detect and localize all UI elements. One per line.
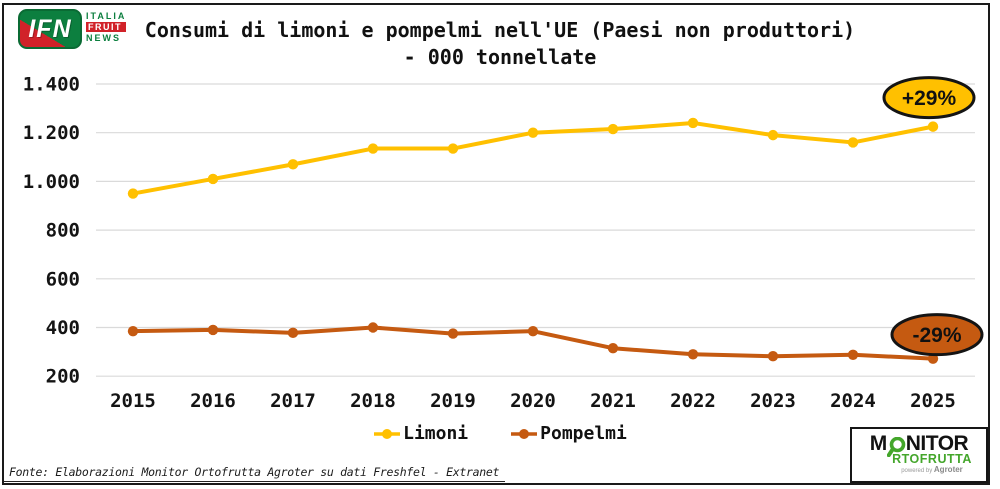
chart-title-line2: - 000 tonnellate — [403, 45, 597, 69]
monitor-logo-line1: M NITOR — [869, 432, 969, 458]
data-point-pompelmi — [687, 349, 699, 360]
y-tick-label: 600 — [46, 268, 80, 290]
data-point-limoni — [367, 143, 379, 154]
ifn-logo-text: IFN — [28, 14, 72, 43]
data-point-limoni — [927, 121, 939, 132]
x-tick-label: 2022 — [670, 390, 716, 412]
x-tick-label: 2015 — [110, 390, 156, 412]
ifn-word-fruit: FRUIT — [86, 22, 127, 32]
data-point-limoni — [447, 143, 459, 154]
x-tick-label: 2017 — [270, 390, 316, 412]
legend-label-limoni: Limoni — [403, 423, 469, 444]
y-tick-label: 200 — [46, 366, 80, 388]
data-point-limoni — [527, 127, 539, 138]
y-tick-label: 800 — [46, 220, 80, 242]
data-point-limoni — [287, 159, 299, 170]
agroter-text: Agroter — [933, 465, 963, 474]
ifn-word-news: NEWS — [86, 33, 121, 43]
data-point-pompelmi — [607, 342, 619, 354]
monitor-logo-powered-by: powered by Agroter — [901, 466, 963, 475]
y-tick-label: 1.200 — [23, 122, 80, 144]
legend-label-pompelmi: Pompelmi — [540, 423, 627, 444]
data-point-pompelmi — [207, 324, 219, 336]
data-point-limoni — [127, 188, 139, 199]
data-point-limoni — [687, 117, 699, 129]
monitor-letter-m: M — [869, 432, 888, 455]
ifn-logo-badge: IFN — [18, 9, 82, 49]
x-tick-label: 2018 — [350, 390, 396, 412]
y-tick-label: 1.000 — [23, 171, 80, 193]
x-tick-label: 2021 — [590, 390, 636, 412]
data-point-pompelmi — [527, 325, 539, 337]
data-point-pompelmi — [127, 325, 139, 337]
ifn-logo-wordmark: ITALIA FRUIT NEWS — [86, 9, 127, 43]
magnifier-icon — [886, 436, 906, 458]
monitor-logo-rtofrutta: RTOFRUTTA — [892, 452, 972, 466]
ifn-word-italia: ITALIA — [86, 11, 127, 21]
annotation-badge-pompelmi — [890, 313, 984, 357]
annotation-badge-limoni — [882, 76, 976, 120]
y-tick-label: 400 — [46, 317, 80, 339]
x-tick-label: 2016 — [190, 390, 236, 412]
data-point-limoni — [207, 173, 219, 185]
powered-by-text: powered by — [901, 468, 933, 474]
data-point-pompelmi — [287, 327, 299, 339]
source-note: Fonte: Elaborazioni Monitor Ortofrutta A… — [4, 465, 506, 482]
data-point-pompelmi — [447, 328, 459, 339]
data-point-pompelmi — [767, 351, 779, 362]
data-point-pompelmi — [367, 322, 379, 333]
chart-title-line1: Consumi di limoni e pompelmi nell'UE (Pa… — [144, 18, 856, 42]
data-point-pompelmi — [847, 349, 859, 360]
chart-legend: Limoni Pompelmi — [0, 423, 1000, 444]
monitor-ortofrutta-logo: M NITOR RTOFRUTTA powered by Agroter — [850, 427, 988, 483]
data-point-limoni — [847, 137, 859, 148]
legend-marker-pompelmi-icon — [511, 428, 538, 439]
ifn-logo: IFN ITALIA FRUIT NEWS — [18, 9, 127, 49]
chart-title: Consumi di limoni e pompelmi nell'UE (Pa… — [0, 17, 1000, 71]
data-point-limoni — [607, 123, 619, 135]
data-point-limoni — [767, 129, 779, 141]
x-tick-label: 2023 — [750, 390, 796, 412]
legend-marker-limoni-icon — [374, 428, 401, 439]
x-tick-label: 2025 — [910, 390, 956, 412]
monitor-letters-nitor: NITOR — [905, 432, 969, 455]
x-tick-label: 2019 — [430, 390, 476, 412]
y-tick-label: 1.400 — [23, 74, 80, 96]
legend-item-limoni: Limoni — [373, 423, 468, 444]
x-tick-label: 2024 — [830, 390, 876, 412]
x-tick-label: 2020 — [510, 390, 556, 412]
legend-item-pompelmi: Pompelmi — [510, 423, 627, 444]
annotation-text-limoni: +29% — [902, 87, 957, 110]
annotation-text-pompelmi: -29% — [912, 324, 961, 347]
